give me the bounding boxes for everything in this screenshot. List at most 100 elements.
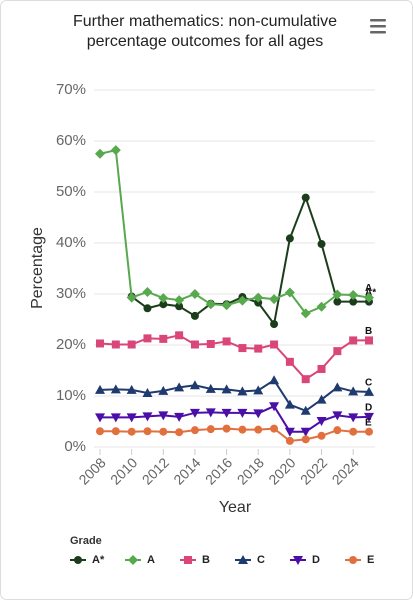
legend-item[interactable]: B [180,554,210,566]
point [316,301,327,312]
point [174,412,185,422]
point [111,427,120,436]
legend-item[interactable]: C [235,554,265,566]
point [237,408,248,418]
point [95,148,105,159]
legend-item[interactable]: A [125,554,155,566]
point [221,408,232,418]
legend-item[interactable]: A* [70,554,105,566]
point [238,425,247,434]
point [237,386,248,396]
point [332,289,343,300]
point [127,340,136,349]
chart-title: Further mathematics: non-cumulative perc… [72,13,338,50]
series-line [99,378,370,412]
point [111,340,120,349]
point [300,405,311,415]
legend-label: A [147,554,155,566]
point [285,234,294,243]
point [127,427,136,436]
point [365,427,373,436]
point [348,386,359,396]
point [96,427,104,436]
legend-item[interactable]: D [290,554,320,566]
legend-item[interactable]: E [345,554,374,566]
point [293,556,303,565]
point [142,387,153,397]
point [238,555,248,564]
point [301,193,310,202]
point [333,426,342,435]
menu-icon[interactable] [370,19,386,34]
point [317,431,326,440]
point [128,555,138,565]
y-tick-label: 60% [56,132,86,149]
point [158,293,169,304]
point [174,382,185,392]
y-axis-title: Percentage [29,227,46,309]
point [206,425,215,434]
y-tick-label: 20% [56,336,86,353]
y-tick-label: 30% [56,285,86,302]
point [301,375,310,384]
point [349,336,358,345]
point [254,344,263,353]
point [316,416,327,426]
end-label: A [365,283,372,294]
point [269,294,280,305]
y-tick-label: 70% [56,81,86,98]
point [253,409,264,419]
point [126,413,137,423]
point [332,382,343,392]
legend-label: C [257,554,265,566]
point [254,425,263,434]
point [190,426,199,435]
point [190,340,199,349]
point [270,340,279,349]
point [285,436,294,445]
point [333,347,342,356]
legend-label: D [312,554,320,566]
point [300,308,311,319]
point [190,311,199,320]
point [205,383,216,393]
point [364,292,374,303]
point [221,384,232,394]
point [189,380,200,390]
point [269,402,280,412]
point [269,375,280,385]
point [142,412,153,422]
point [158,411,169,421]
y-tick-label: 10% [56,387,86,404]
point [158,385,169,395]
point [74,556,82,564]
point [143,427,152,436]
y-tick-label: 50% [56,183,86,200]
legend-label: E [367,554,374,566]
point [364,412,374,422]
point [238,344,247,353]
point [189,408,200,418]
point [284,399,295,409]
point [270,320,279,329]
point [254,298,263,307]
point [174,295,185,306]
point [300,427,311,437]
point [175,302,184,311]
point [237,295,248,306]
point [205,299,216,310]
point [332,411,343,421]
point [317,364,326,373]
point [205,408,216,418]
point [317,240,326,249]
point [142,286,153,297]
point [110,384,121,394]
point [349,427,358,436]
point [126,384,137,394]
end-label: E [365,417,372,428]
end-label: A* [365,287,376,298]
y-tick-label: 40% [56,234,86,251]
end-label: D [365,403,372,414]
